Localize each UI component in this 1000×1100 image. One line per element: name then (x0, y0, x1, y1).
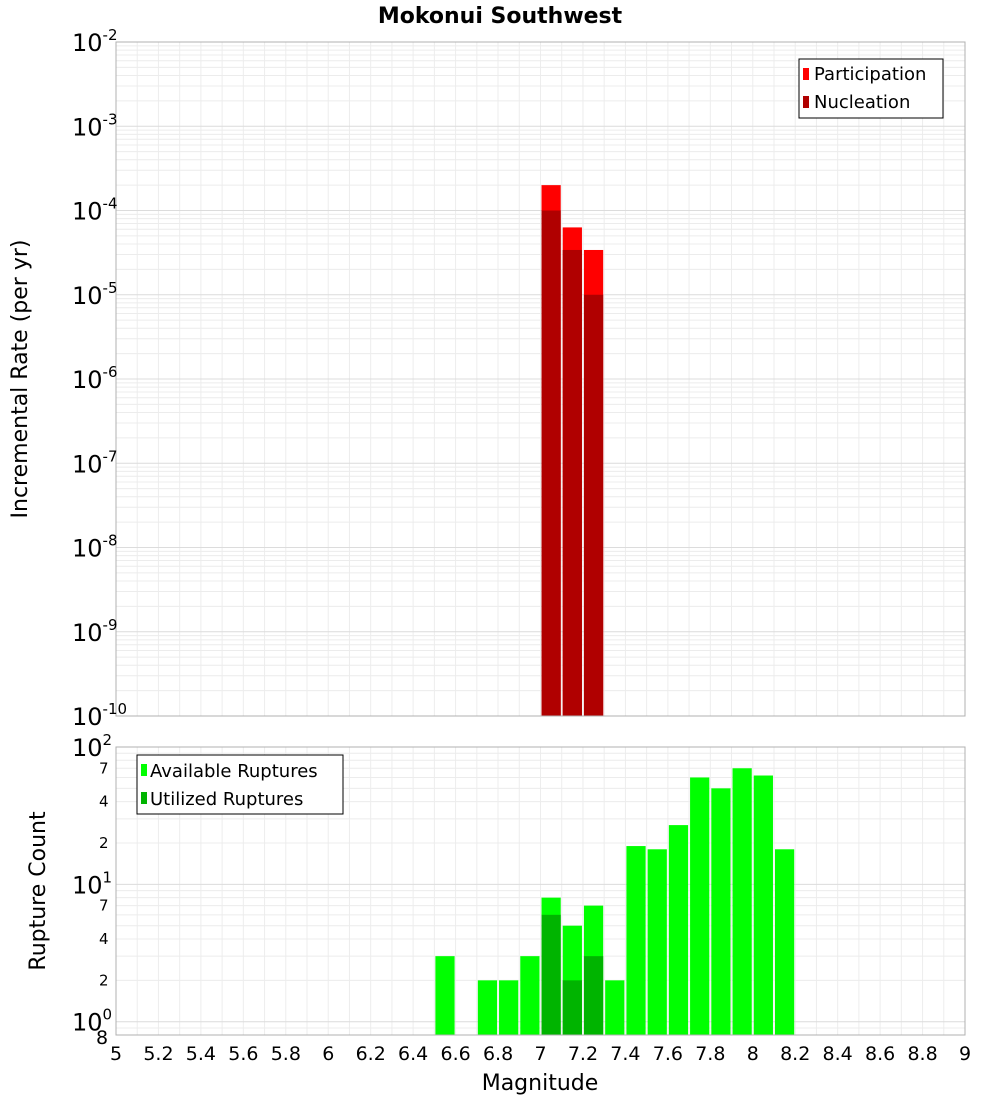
rate-bars (541, 185, 604, 716)
y-tick-label: 2 (99, 834, 109, 852)
available-ruptures-bar (690, 777, 710, 1035)
x-tick-label: 6.6 (440, 1043, 470, 1065)
utilized-ruptures-bar (562, 980, 582, 1035)
x-tick-label: 7.8 (695, 1043, 725, 1065)
chart-title: Mokonui Southwest (378, 4, 623, 29)
legend-label-nucleation: Nucleation (814, 92, 910, 113)
y-tick-label: 10-9 (72, 616, 118, 647)
available-ruptures-bar (753, 775, 773, 1035)
y-tick-label: 10-4 (72, 195, 118, 226)
legend-label-utilized: Utilized Ruptures (150, 789, 303, 810)
legend-swatch-utilized (141, 792, 147, 804)
count-legend-box (136, 754, 344, 815)
x-tick-labels: 5 5.2 5.4 5.6 5.8 6 6.2 6.4 6.6 6.8 7 7.2 7.4 7.6 7.8 8… (110, 1043, 971, 1065)
legend-label-participation: Participation (814, 64, 926, 85)
rate-legend: Participation Nucleation (798, 58, 944, 119)
legend-swatch-available (141, 764, 147, 776)
count-y-axis-label: Rupture Count (26, 811, 51, 971)
count-plot-border (115, 746, 966, 1036)
y-tick-label: 10-2 (72, 26, 118, 57)
available-ruptures-bar (499, 980, 519, 1035)
x-tick-label: 6 (322, 1043, 334, 1065)
x-tick-label: 7.2 (568, 1043, 598, 1065)
x-tick-label: 5.2 (143, 1043, 173, 1065)
nucleation-bar (541, 210, 561, 716)
x-tick-label: 9 (959, 1043, 971, 1065)
y-tick-label: 7 (99, 759, 109, 777)
x-tick-label: 5 (110, 1043, 122, 1065)
rate-y-tick-labels: 10-10 10-9 10-8 10-7 10-6 10-5 10-4 10-3 10-2 (72, 26, 127, 731)
x-tick-label: 8.2 (780, 1043, 810, 1065)
x-tick-label: 8.4 (823, 1043, 853, 1065)
available-ruptures-bar (477, 980, 498, 1035)
x-tick-label: 7.6 (653, 1043, 683, 1065)
y-tick-label: 4 (99, 793, 109, 811)
available-ruptures-bar (605, 980, 625, 1035)
available-ruptures-bar (520, 956, 540, 1035)
rate-panel: 10-10 10-9 10-8 10-7 10-6 10-5 10-4 10-3 10-2 In… (8, 26, 966, 731)
y-tick-label: 7 (99, 897, 109, 915)
nucleation-bar (562, 249, 582, 716)
x-tick-label: 8 (747, 1043, 759, 1065)
available-ruptures-bar (732, 768, 752, 1035)
y-tick-label: 102 (72, 731, 112, 762)
y-tick-label: 101 (72, 868, 112, 899)
x-tick-label: 8.6 (865, 1043, 895, 1065)
x-tick-label: 6.8 (483, 1043, 513, 1065)
legend-label-available: Available Ruptures (150, 761, 318, 782)
available-ruptures-bar (435, 956, 455, 1035)
y-tick-label: 10-7 (72, 447, 118, 478)
available-ruptures-bar (626, 846, 646, 1035)
x-tick-label: 8.8 (907, 1043, 937, 1065)
x-tick-label: 7 (534, 1043, 546, 1065)
count-bars (435, 768, 795, 1035)
x-axis-label: Magnitude (482, 1071, 599, 1096)
rate-legend-box (798, 58, 944, 119)
y-tick-label: 8 (96, 1027, 108, 1049)
y-tick-label: 4 (99, 930, 109, 948)
available-ruptures-bar (711, 788, 731, 1035)
y-tick-label: 10-8 (72, 532, 118, 563)
x-tick-label: 6.2 (356, 1043, 386, 1065)
rate-gridlines (116, 42, 966, 717)
count-legend: Available Ruptures Utilized Ruptures (136, 754, 344, 815)
legend-swatch-participation (803, 68, 809, 80)
y-tick-label: 10-5 (72, 279, 118, 310)
rate-plot-border (115, 41, 966, 717)
rate-y-axis-label: Incremental Rate (per yr) (8, 240, 33, 519)
legend-swatch-nucleation (803, 96, 809, 108)
available-ruptures-bar (647, 849, 667, 1035)
available-ruptures-bar (668, 825, 689, 1035)
available-ruptures-bar (774, 849, 795, 1035)
y-tick-label: 100 (72, 1006, 112, 1037)
x-tick-label: 5.8 (271, 1043, 301, 1065)
x-tick-label: 6.4 (398, 1043, 428, 1065)
x-tick-label: 5.4 (186, 1043, 216, 1065)
y-tick-label: 10-10 (72, 700, 127, 731)
utilized-ruptures-bar (583, 956, 604, 1035)
x-tick-label: 5.6 (228, 1043, 258, 1065)
y-tick-label: 10-6 (72, 363, 118, 394)
y-tick-label: 2 (99, 971, 109, 989)
utilized-ruptures-bar (541, 914, 561, 1035)
nucleation-bar (583, 294, 604, 716)
y-tick-label: 10-3 (72, 110, 118, 141)
x-tick-label: 7.4 (610, 1043, 640, 1065)
